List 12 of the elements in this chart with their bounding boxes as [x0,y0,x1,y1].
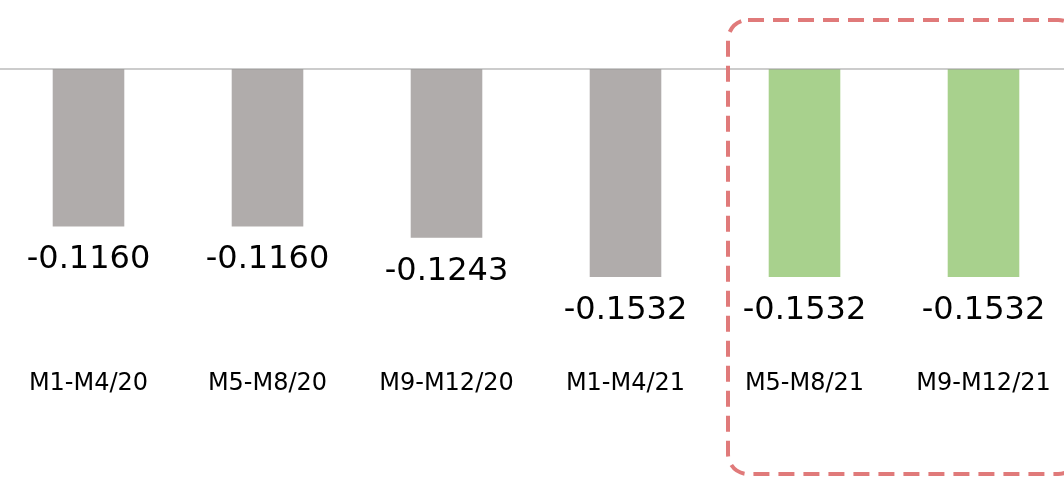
x-tick-label: M9-M12/21 [916,368,1051,397]
x-tick-label: M5-M8/20 [207,368,328,397]
data-label: -0.1532 [921,289,1046,327]
x-tick-label: M1-M4/21 [565,368,686,397]
x-tick-label: M9-M12/20 [379,368,514,397]
x-tick-label: M1-M4/20 [28,368,149,397]
data-label: -0.1532 [563,289,688,327]
data-label: -0.1243 [384,249,509,288]
x-tick-label: M5-M8/21 [744,368,865,397]
data-label: -0.1160 [205,238,330,277]
data-label: -0.1160 [26,238,151,277]
data-label: -0.1532 [742,289,867,327]
